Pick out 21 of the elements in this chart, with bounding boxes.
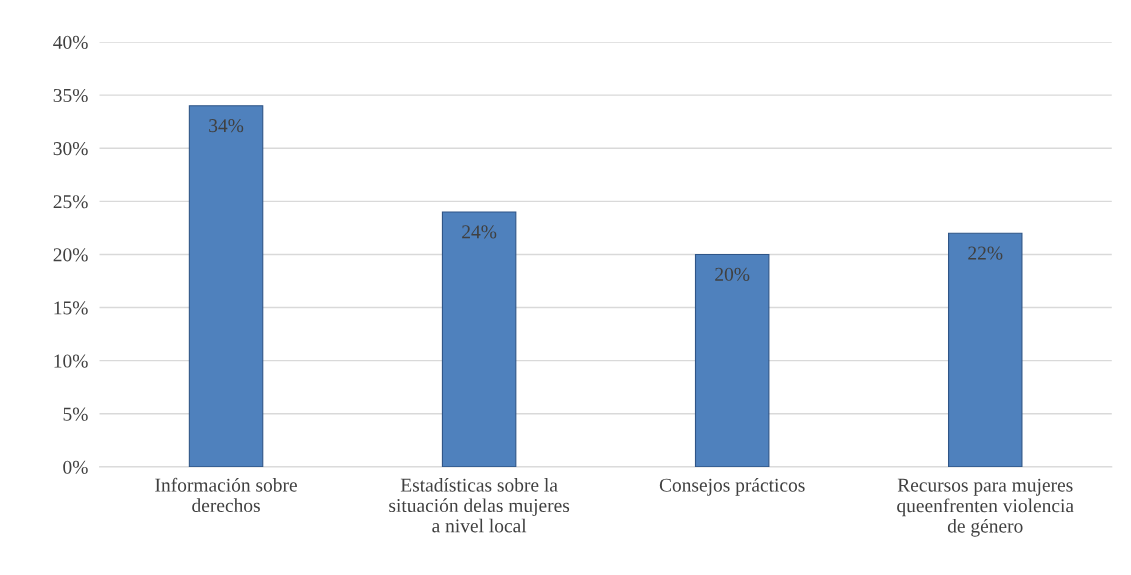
bar bbox=[441, 211, 517, 467]
y-tick-label: 20% bbox=[53, 248, 88, 262]
data-label: 22% bbox=[968, 246, 1003, 260]
y-tick-label: 30% bbox=[53, 142, 88, 156]
y-tick-label: 0% bbox=[63, 460, 88, 474]
x-tick-label: Recursos para mujeres queenfrenten violencia de género bbox=[897, 478, 1074, 537]
x-tick-label: Consejos prácticos bbox=[659, 478, 805, 496]
y-tick-label: 40% bbox=[53, 35, 88, 49]
x-tick-label: Estadísticas sobre la situación delas mujeres a nivel local bbox=[389, 477, 570, 533]
data-label: 34% bbox=[209, 119, 244, 133]
y-tick-label: 5% bbox=[63, 407, 88, 421]
bar bbox=[694, 253, 770, 467]
y-tick-label: 10% bbox=[54, 354, 88, 368]
y-tick-label: 15% bbox=[54, 301, 88, 315]
bar bbox=[188, 105, 264, 467]
x-tick-label: Información sobre derechos bbox=[155, 477, 297, 513]
y-tick-label: 35% bbox=[53, 88, 88, 103]
data-label: 20% bbox=[715, 267, 750, 281]
data-label: 24% bbox=[462, 225, 497, 239]
y-tick-label: 25% bbox=[53, 195, 88, 209]
bar bbox=[947, 232, 1023, 467]
